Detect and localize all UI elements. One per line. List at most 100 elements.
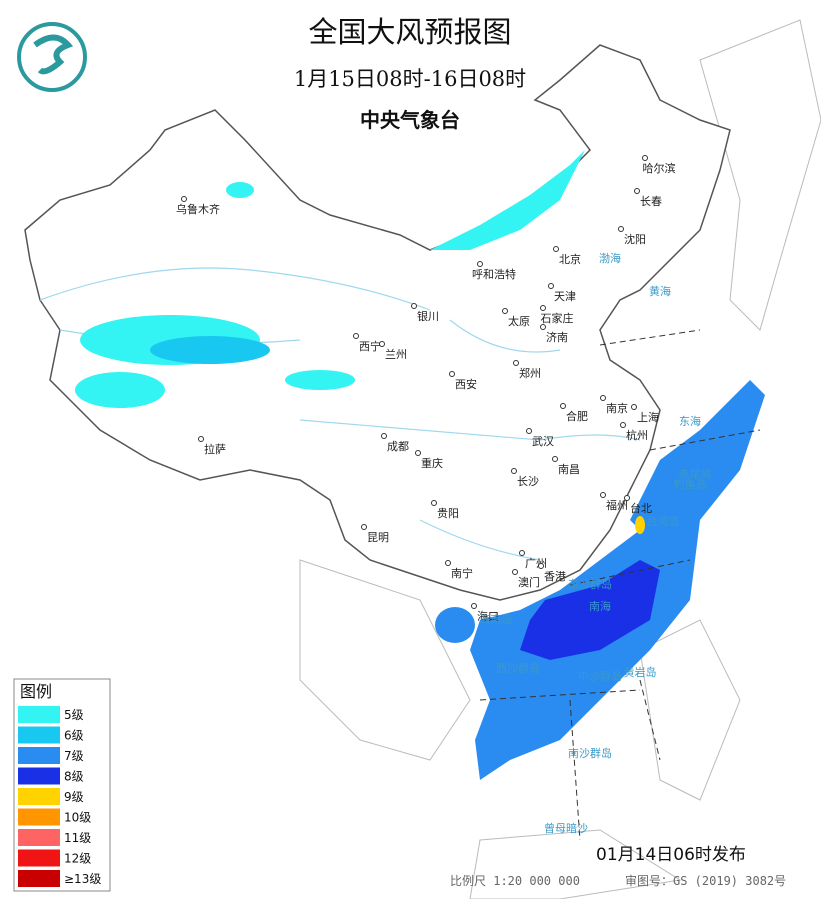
city-label: 福州 [606,498,628,512]
sea-label: 黄岩岛 [624,665,657,679]
wind-area [435,607,475,643]
city-label: 长沙 [517,475,539,488]
city-label: 南京 [606,401,628,415]
city-dot [642,155,648,161]
city-label: 郑州 [519,366,541,380]
sea-label: 东沙群岛 [568,577,612,591]
logo [17,22,87,92]
city-label: 哈尔滨 [643,161,676,175]
city-label: 银川 [417,309,439,323]
city-label: 济南 [546,330,568,344]
legend-label: 12级 [64,852,91,866]
sea-label: 中沙群岛 [578,669,622,683]
sea-label: 渤海 [599,251,621,265]
sea-label: 南海 [589,599,611,613]
city-dot [449,371,455,377]
city-dot [445,560,451,566]
logo-mark [33,34,74,75]
sea-label: 海南岛 [480,612,513,626]
city-dot [361,524,367,530]
sea-zone-lines [479,329,761,841]
city-label: 西宁 [359,339,381,353]
city-dot [431,500,437,506]
city-label: 南昌 [558,463,580,476]
city-dot [502,308,508,314]
wind-area [635,516,645,534]
city-dot [553,246,559,252]
legend-label: 6级 [64,729,84,743]
city-dot [618,226,624,232]
city-label: 西安 [455,377,477,391]
sea-label: 台湾岛 [647,514,680,528]
city-dot [540,324,546,330]
city-label: 石家庄 [541,311,574,325]
wind-area [150,336,270,364]
legend-items: 5级 6级 7级 8级 9级 10级 11级 12级 ≥13级 [18,706,101,887]
sea-label: 东海 [679,414,701,428]
city-dot [600,395,606,401]
city-dot [620,422,626,428]
city-dot [513,360,519,366]
city-label: 昆明 [367,531,389,544]
legend-swatch [18,767,60,785]
city-label: 拉萨 [204,442,226,456]
city-label: 天津 [554,290,576,303]
wind-area [520,560,660,660]
city-dot [624,495,630,501]
legend-label: 8级 [64,770,84,784]
city-label: 南宁 [451,566,473,580]
wind-area [430,150,585,250]
scale: 比例尺 1:20 000 000 [450,874,580,888]
sea-label: 曾母暗沙 [544,821,588,835]
legend-swatch [18,788,60,805]
wind-area [226,182,254,198]
city-dot [538,563,544,569]
city-dot [560,403,566,409]
city-label: 海口 [477,609,499,623]
city-label: 乌鲁木齐 [176,202,220,216]
sea-label: 黄海 [649,284,671,298]
city-label: 上海 [637,410,659,424]
wind-areas [75,150,765,780]
issue-time: 01月14日06时发布 [596,845,746,865]
city-dot [181,196,187,202]
legend-swatch [18,870,60,887]
city-dot [471,603,477,609]
legend-label: 10级 [64,811,91,825]
period: 1月15日08时-16日08时 [294,67,526,91]
title: 全国大风预报图 [308,15,511,49]
sea-label: 赤尾屿 [679,468,712,481]
city-dot [540,305,546,311]
city-dot [512,569,518,575]
neighbour-land [299,19,821,899]
city-label: 杭州 [626,428,648,442]
city-label: 北京 [559,252,581,266]
sea-label: 西沙群岛 [496,661,540,675]
city-dot [548,283,554,289]
legend-label: 5级 [64,708,84,722]
city-dot [198,436,204,442]
city-dot [634,188,640,194]
city-label: 广州 [525,557,547,570]
legend-swatch [18,829,60,846]
city-label: 台北 [630,501,652,515]
city-dot [600,492,606,498]
city-label: 香港 [544,570,566,583]
city-label: 贵阳 [437,507,459,520]
legend-label: 9级 [64,790,84,804]
city-label: 武汉 [532,435,554,448]
legend-swatch [18,726,60,744]
city-dot [526,428,532,434]
approval-number: 审图号：GS (2019) 3082号 [625,873,786,888]
city-label: 澳门 [518,575,540,589]
legend-label: 11级 [64,831,91,845]
sea-label: 钓鱼岛 [674,477,707,491]
city-dot [552,456,558,462]
legend-swatch [18,706,60,723]
legend-swatch [18,747,60,764]
city-dot [519,550,525,556]
legend-title: 图例 [20,682,52,701]
